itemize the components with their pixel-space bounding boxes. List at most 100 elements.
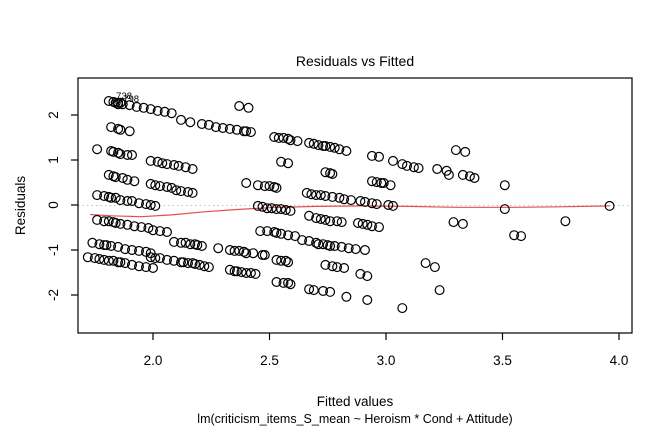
data-point [134, 261, 145, 272]
data-point [276, 204, 287, 215]
data-point [604, 200, 615, 211]
data-point [103, 255, 114, 266]
data-point [234, 100, 245, 111]
data-point [560, 216, 571, 227]
data-point [110, 192, 121, 203]
data-point [245, 127, 256, 138]
data-point [103, 95, 114, 106]
data-point [388, 200, 399, 211]
data-point [315, 214, 326, 225]
data-point [173, 160, 184, 171]
data-point [429, 262, 440, 273]
data-point [120, 258, 131, 269]
data-point [276, 255, 287, 266]
data-point [101, 240, 112, 251]
data-point [325, 141, 336, 152]
data-point [199, 261, 210, 272]
data-point [236, 267, 247, 278]
y-axis-label: Residuals [13, 176, 28, 236]
data-point [185, 239, 196, 250]
x-tick-label: 2.5 [260, 353, 279, 368]
data-point [450, 145, 461, 156]
data-point [176, 114, 187, 125]
data-point [383, 200, 394, 211]
data-point [283, 257, 294, 268]
data-point [499, 204, 510, 215]
data-point [283, 230, 294, 241]
data-point [203, 262, 214, 273]
data-point [304, 284, 315, 295]
data-point [152, 105, 163, 116]
data-point [134, 198, 145, 209]
data-point [108, 146, 119, 157]
data-point [113, 241, 124, 252]
data-point [196, 241, 207, 252]
data-point [94, 254, 105, 265]
data-point [367, 150, 378, 161]
data-point [176, 237, 187, 248]
data-point [148, 263, 159, 274]
data-point [327, 169, 338, 180]
data-point [110, 218, 121, 229]
data-point [169, 255, 180, 266]
data-point [320, 191, 331, 202]
data-point [341, 146, 352, 157]
data-point [89, 253, 100, 264]
data-point [413, 163, 424, 174]
data-point [362, 271, 373, 282]
data-point [509, 230, 520, 241]
data-point [327, 261, 338, 272]
data-point [334, 144, 345, 155]
data-point [94, 239, 105, 250]
data-point [150, 180, 161, 191]
data-point [115, 149, 126, 160]
data-point [325, 286, 336, 297]
data-point [162, 227, 173, 238]
data-point [460, 146, 471, 157]
data-point [122, 196, 133, 207]
data-point [138, 102, 149, 113]
data-point [150, 253, 161, 264]
data-point [499, 180, 510, 191]
data-point [376, 178, 387, 189]
data-point [259, 181, 270, 192]
data-point [311, 213, 322, 224]
data-point [280, 205, 291, 216]
data-point [99, 191, 110, 202]
data-point [285, 135, 296, 146]
y-tick-label: 1 [46, 156, 61, 164]
data-point [110, 97, 121, 108]
data-point [334, 192, 345, 203]
data-point [241, 126, 252, 137]
data-point [252, 200, 263, 211]
data-point [152, 156, 163, 167]
data-point [176, 186, 187, 197]
data-point [262, 226, 273, 237]
data-point [122, 174, 133, 185]
data-point [169, 160, 180, 171]
data-point [457, 169, 468, 180]
data-point [367, 221, 378, 232]
data-point [131, 101, 142, 112]
data-point [171, 185, 182, 196]
data-point [304, 210, 315, 221]
data-point [213, 243, 224, 254]
data-point [259, 250, 270, 261]
data-point [257, 201, 268, 212]
data-point [145, 104, 156, 115]
data-point [103, 169, 114, 180]
data-point [141, 199, 152, 210]
data-point [117, 99, 128, 110]
data-point [292, 136, 303, 147]
data-point [362, 295, 373, 306]
data-point [341, 291, 352, 302]
data-point [308, 138, 319, 149]
data-point [120, 244, 131, 255]
data-point [180, 237, 191, 248]
data-point [148, 225, 159, 236]
data-point [196, 118, 207, 129]
data-point [187, 187, 198, 198]
x-axis-ticks: 2.0 2.5 3.0 3.5 4.0 [144, 333, 628, 368]
data-point [185, 117, 196, 128]
